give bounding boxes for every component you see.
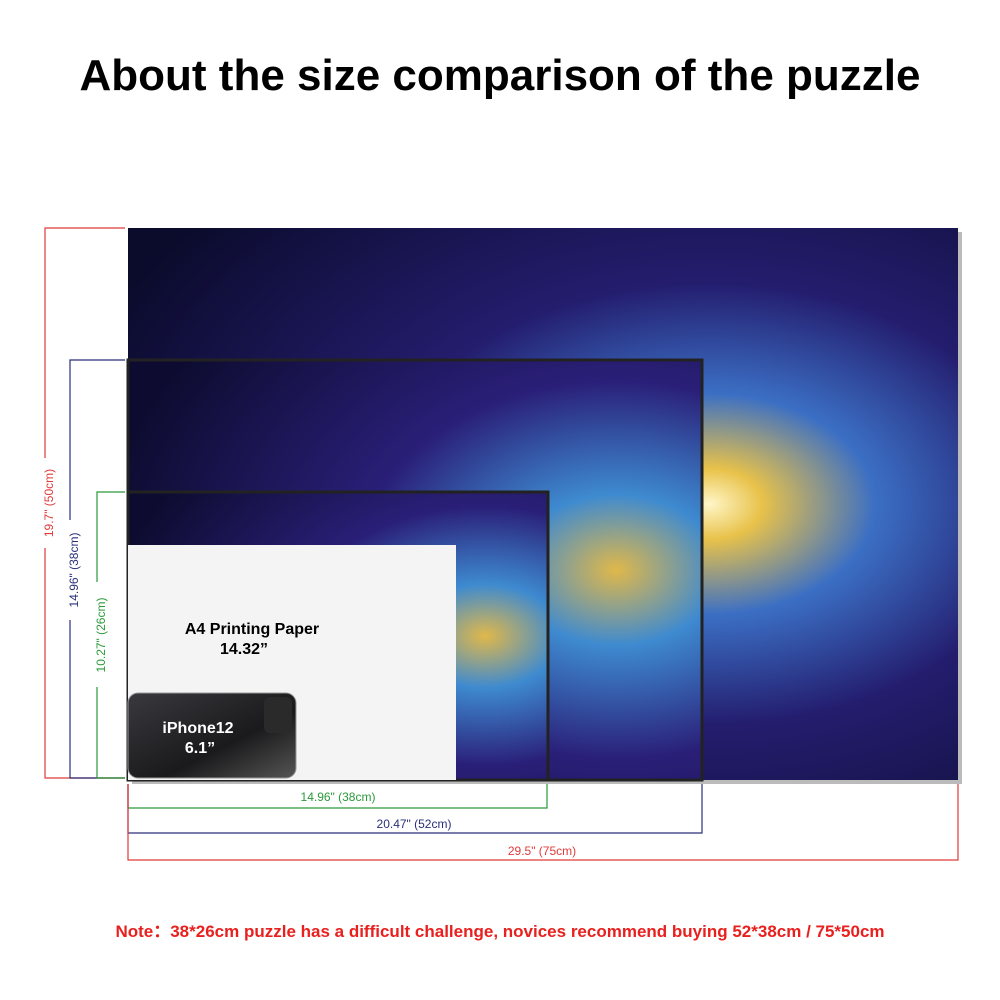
width-label: 29.5" (75cm) [508,844,576,858]
note: Note：38*26cm puzzle has a difficult chal… [115,922,884,941]
height-label: 10.27" (26cm) [94,598,108,673]
label-bg [30,458,60,548]
camera [264,697,292,733]
width-label: 20.47" (52cm) [377,817,452,831]
width-label: 14.96" (38cm) [301,790,376,804]
height-label: 19.7" (50cm) [42,469,56,537]
label-bg [84,582,110,687]
phone-size: 6.1” [185,740,215,757]
paper-size: 14.32” [220,641,268,658]
label-bg [57,520,83,620]
phone [127,692,297,779]
width-large [127,784,959,861]
title: About the size comparison of the puzzle [80,51,921,100]
paper-name: A4 Printing Paper [185,621,319,638]
height-label: 14.96" (38cm) [67,533,81,608]
phone-name: iPhone12 [162,720,233,737]
